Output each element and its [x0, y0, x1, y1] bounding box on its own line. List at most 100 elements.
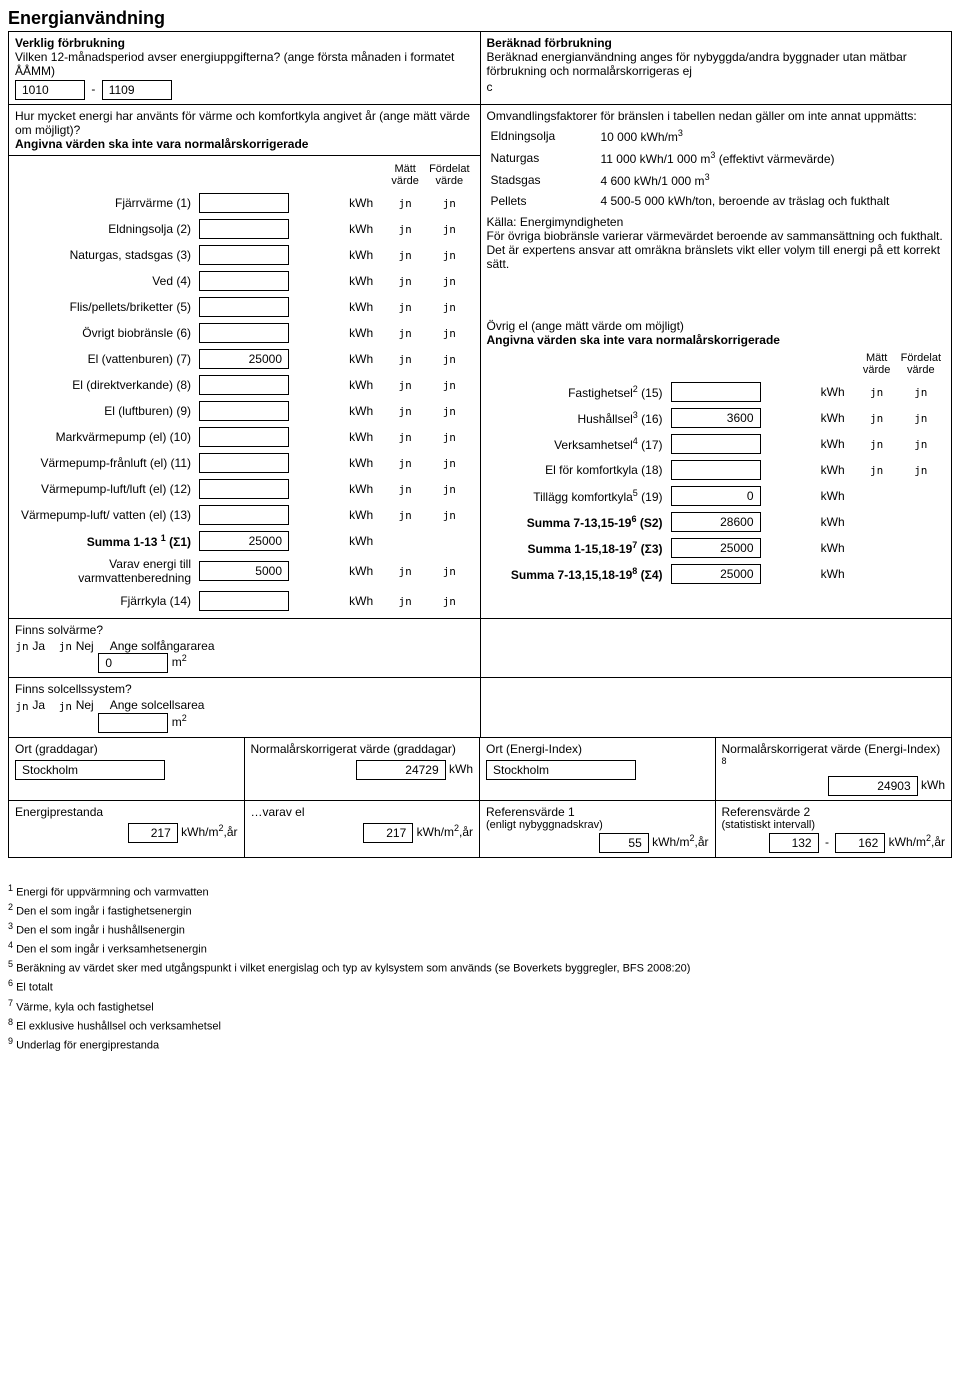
value-input[interactable] — [199, 297, 289, 317]
summa-row: Summa 1-13 1 (Σ1) 25000 kWh — [15, 528, 474, 554]
ref2-from: 132 — [769, 833, 819, 853]
col-matt-r: Mätt värde — [857, 349, 897, 379]
radio-icon[interactable]: jn — [442, 509, 456, 522]
value-input[interactable] — [199, 375, 289, 395]
radio-icon[interactable]: jn — [442, 595, 456, 608]
value-input: 28600 — [671, 512, 761, 532]
radio-icon[interactable]: jn — [870, 438, 884, 451]
radio-icon[interactable]: jn — [442, 301, 456, 314]
radio-icon[interactable]: jn — [398, 275, 412, 288]
radio-icon[interactable]: jn — [15, 700, 29, 713]
radio-icon[interactable]: jn — [398, 197, 412, 210]
solvarme-q: Finns solvärme? — [15, 623, 474, 637]
row-label: Hushållsel3 (16) — [487, 405, 667, 431]
radio-icon[interactable]: jn — [398, 565, 412, 578]
row-label: Värmepump-frånluft (el) (11) — [15, 450, 195, 476]
radio-icon[interactable]: jn — [870, 464, 884, 477]
table-row: Fjärrvärme (1)kWhjnjn — [15, 190, 474, 216]
value-input[interactable] — [199, 505, 289, 525]
value-input[interactable] — [199, 401, 289, 421]
ref1-cell: Referensvärde 1 (enligt nybyggnadskrav) … — [480, 801, 716, 857]
radio-icon[interactable]: jn — [442, 353, 456, 366]
radio-icon[interactable]: jn — [870, 412, 884, 425]
row-label: Flis/pellets/briketter (5) — [15, 294, 195, 320]
varav-el-cell: …varav el 217 kWh/m2,år — [245, 801, 481, 857]
ref1-sub: (enligt nybyggnadskrav) — [486, 819, 709, 831]
radio-icon[interactable]: jn — [398, 431, 412, 444]
radio-icon[interactable]: jn — [442, 405, 456, 418]
row-label: Summa 7-13,15-196 (S2) — [487, 509, 667, 535]
footnote: 9 Underlag för energiprestanda — [8, 1035, 952, 1054]
radio-icon[interactable]: jn — [398, 301, 412, 314]
ort-ei-cell: Ort (Energi-Index) Stockholm — [480, 738, 716, 800]
row-label: Eldningsolja (2) — [15, 216, 195, 242]
radio-icon[interactable]: jn — [442, 431, 456, 444]
radio-icon[interactable]: jn — [914, 386, 928, 399]
radio-icon[interactable]: jn — [398, 223, 412, 236]
solcell-ja: Ja — [32, 698, 45, 712]
radio-icon[interactable]: jn — [442, 249, 456, 262]
value-input[interactable] — [671, 434, 761, 454]
radio-icon[interactable]: jn — [398, 379, 412, 392]
value-input[interactable] — [199, 479, 289, 499]
page-title: Energianvändning — [8, 8, 952, 29]
header-right: Beräknad förbrukning Beräknad energianvä… — [481, 32, 952, 104]
radio-icon[interactable]: jn — [442, 379, 456, 392]
radio-icon[interactable]: jn — [870, 386, 884, 399]
ort-ei-input[interactable]: Stockholm — [486, 760, 636, 780]
radio-icon[interactable]: jn — [442, 565, 456, 578]
radio-icon[interactable]: jn — [914, 464, 928, 477]
beraknad-mark: c — [487, 80, 946, 94]
value-input[interactable] — [199, 245, 289, 265]
table-row: Hushållsel3 (16)3600kWhjnjn — [487, 405, 946, 431]
footnote: 1 Energi för uppvärmning och varmvatten — [8, 882, 952, 901]
radio-icon[interactable]: jn — [398, 249, 412, 262]
radio-icon[interactable]: jn — [398, 595, 412, 608]
row-label: Markvärmepump (el) (10) — [15, 424, 195, 450]
value-input[interactable] — [199, 271, 289, 291]
value-input[interactable] — [199, 453, 289, 473]
radio-icon[interactable]: jn — [442, 223, 456, 236]
radio-icon[interactable]: jn — [442, 327, 456, 340]
row-unit: kWh — [345, 268, 385, 294]
solcell-input[interactable] — [98, 713, 168, 733]
radio-icon[interactable]: jn — [398, 405, 412, 418]
table-row: Fastighetsel2 (15)kWhjnjn — [487, 379, 946, 405]
value-input[interactable]: 25000 — [199, 349, 289, 369]
radio-icon[interactable]: jn — [442, 457, 456, 470]
period-to-input[interactable]: 1109 — [102, 80, 172, 100]
value-input[interactable] — [199, 323, 289, 343]
solfangar-input[interactable]: 0 — [98, 653, 168, 673]
row-unit: kWh — [345, 320, 385, 346]
radio-icon[interactable]: jn — [398, 509, 412, 522]
radio-icon[interactable]: jn — [442, 483, 456, 496]
radio-icon[interactable]: jn — [15, 640, 29, 653]
fjarrkyla-input[interactable] — [199, 591, 289, 611]
radio-icon[interactable]: jn — [914, 438, 928, 451]
value-input[interactable] — [199, 193, 289, 213]
radio-icon[interactable]: jn — [442, 275, 456, 288]
radio-icon[interactable]: jn — [58, 700, 72, 713]
value-input[interactable] — [199, 427, 289, 447]
varav-input[interactable]: 5000 — [199, 561, 289, 581]
radio-icon[interactable]: jn — [398, 327, 412, 340]
value-input[interactable] — [671, 382, 761, 402]
beraknad-desc: Beräknad energianvändning anges för nyby… — [487, 50, 946, 78]
solcell-q: Finns solcellssystem? — [15, 682, 474, 696]
radio-icon[interactable]: jn — [442, 197, 456, 210]
value-input[interactable]: 3600 — [671, 408, 761, 428]
radio-icon[interactable]: jn — [398, 353, 412, 366]
radio-icon[interactable]: jn — [398, 457, 412, 470]
table-row: Verksamhetsel4 (17)kWhjnjn — [487, 431, 946, 457]
footnote: 8 El exklusive hushållsel och verksamhet… — [8, 1016, 952, 1035]
table-row: Pellets4 500-5 000 kWh/ton, beroende av … — [487, 191, 946, 211]
row-label: Tillägg komfortkyla5 (19) — [487, 483, 667, 509]
radio-icon[interactable]: jn — [914, 412, 928, 425]
ort-graddagar-input[interactable]: Stockholm — [15, 760, 165, 780]
value-input[interactable] — [199, 219, 289, 239]
period-from-input[interactable]: 1010 — [15, 80, 85, 100]
ref1-val: 55 — [599, 833, 649, 853]
radio-icon[interactable]: jn — [58, 640, 72, 653]
value-input[interactable] — [671, 460, 761, 480]
radio-icon[interactable]: jn — [398, 483, 412, 496]
